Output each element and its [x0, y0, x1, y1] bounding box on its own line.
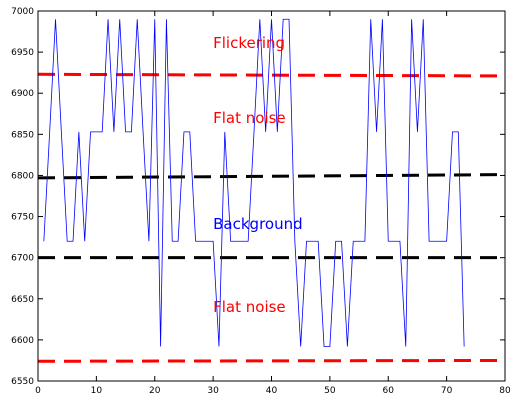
x-tick-label-20: 20 [149, 386, 161, 396]
y-tick-label-6550: 6550 [11, 377, 34, 387]
y-tick-label-6700: 6700 [11, 254, 34, 264]
plot-frame [37, 10, 506, 382]
y-tick-label-6800: 6800 [11, 171, 34, 181]
y-tick-label-6950: 6950 [11, 48, 34, 58]
x-tick-label-30: 30 [207, 386, 219, 396]
y-tick-label-6750: 6750 [11, 213, 34, 223]
x-tick-label-60: 60 [383, 386, 395, 396]
reference-line-4 [37, 358, 506, 363]
ticks: 0 10 20 30 40 50 60 70 80 6550 6600 6650 6700 6750 680… [11, 7, 511, 396]
series-layer [43, 18, 465, 347]
x-tick-label-40: 40 [266, 386, 278, 396]
x-tick-label-50: 50 [324, 386, 336, 396]
annotation-label-2: Flat noise [213, 109, 286, 127]
data-series-line-1 [43, 18, 465, 347]
y-tick-label-6650: 6650 [11, 295, 34, 305]
x-tick-label-80: 80 [499, 386, 511, 396]
y-tick-label-6850: 6850 [11, 130, 34, 140]
y-tick-label-7000: 7000 [11, 7, 34, 17]
y-tick-label-6600: 6600 [11, 336, 34, 346]
reference-line-1 [37, 72, 506, 78]
annotation-label-4: Flat noise [213, 298, 286, 316]
reference-line-2 [37, 173, 506, 180]
annotation-layer: Flickering Flat noise Background Flat noise [213, 34, 303, 316]
annotation-label-3: Background [213, 215, 303, 233]
axes [37, 10, 506, 382]
x-tick-label-70: 70 [441, 386, 453, 396]
x-tick-label-0: 0 [35, 386, 41, 396]
annotation-label-1: Flickering [213, 34, 285, 52]
x-tick-label-10: 10 [91, 386, 103, 396]
y-tick-label-6900: 6900 [11, 89, 34, 99]
